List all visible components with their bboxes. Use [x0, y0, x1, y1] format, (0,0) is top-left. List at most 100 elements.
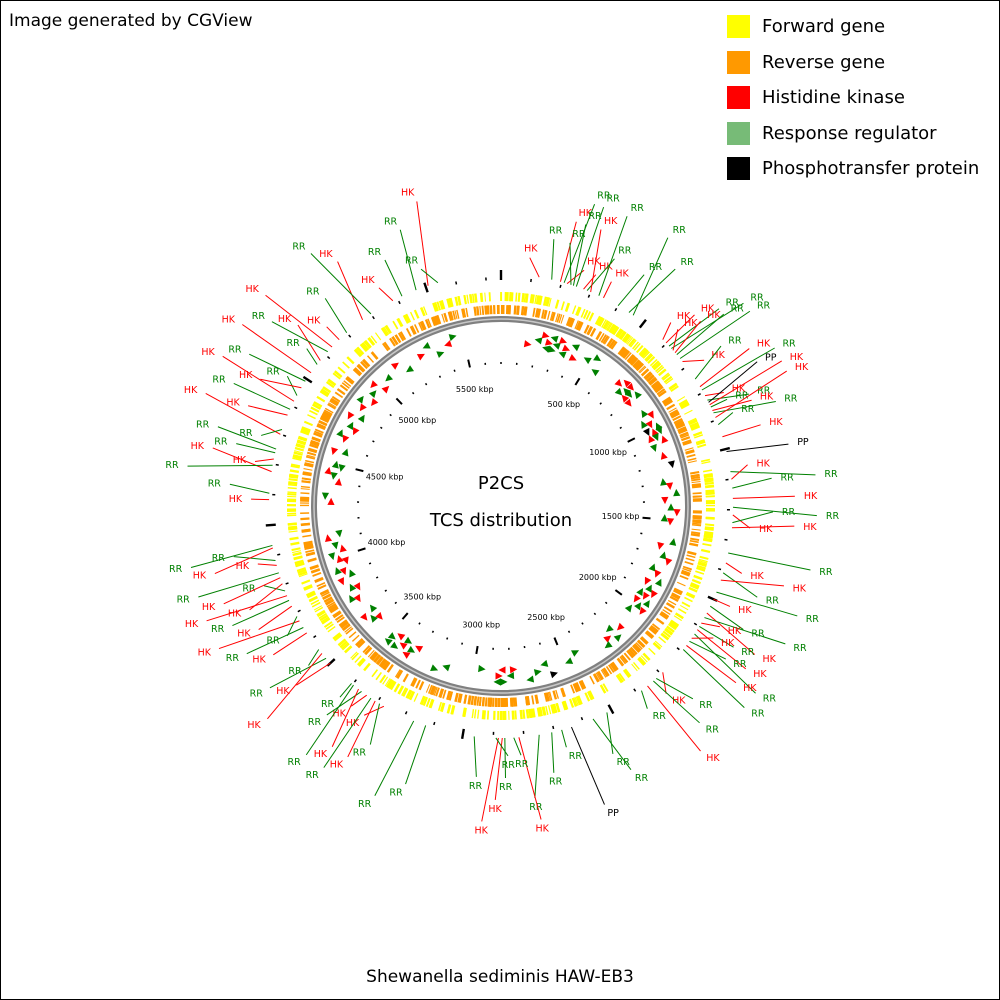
gene-mark: [360, 344, 368, 352]
gene-mark: [298, 570, 308, 576]
tcs-arrow-mark: [339, 566, 347, 576]
outer-tick: [697, 393, 701, 396]
gene-mark: [341, 623, 350, 630]
gene-mark: [363, 340, 371, 349]
gene-mark: [554, 299, 560, 309]
gene-mark: [639, 366, 647, 374]
gene-mark: [629, 356, 637, 365]
gene-mark: [682, 439, 692, 444]
gene-mark: [311, 437, 321, 443]
gene-mark: [690, 532, 701, 537]
leader-line: [263, 585, 286, 592]
tcs-feature-label: HK: [245, 284, 259, 295]
gene-mark: [612, 326, 620, 336]
tcs-feature-label: HK: [750, 571, 764, 582]
gene-mark: [667, 624, 676, 631]
tcs-arrow-mark: [654, 569, 662, 578]
gene-mark: [333, 370, 343, 378]
tcs-arrow-mark: [442, 664, 451, 672]
gene-mark: [690, 425, 701, 431]
gene-mark: [474, 293, 477, 303]
gene-mark: [294, 450, 304, 454]
leader-line: [606, 712, 614, 754]
gene-mark: [658, 390, 667, 398]
minor-tick: [365, 454, 369, 457]
outer-tick: [275, 463, 279, 466]
gene-mark: [322, 386, 332, 393]
tcs-feature-label: HK: [721, 638, 735, 649]
gene-mark: [289, 469, 300, 474]
tcs-arrow-mark: [603, 635, 612, 643]
gene-mark: [437, 701, 443, 711]
gene-mark: [319, 391, 329, 398]
tcs-feature-label: HK: [226, 397, 240, 408]
gene-mark: [664, 606, 673, 612]
major-tick: [401, 612, 409, 620]
gene-mark: [354, 348, 362, 357]
gene-mark: [513, 305, 517, 315]
gene-mark: [523, 709, 526, 719]
gene-mark: [290, 464, 300, 469]
minor-tick: [560, 375, 564, 378]
legend-item-reverse-gene: Reverse gene: [727, 45, 979, 81]
gene-mark: [293, 451, 303, 456]
gene-mark: [415, 679, 421, 689]
tcs-arrow-mark: [337, 555, 344, 564]
tcs-feature-label: HK: [237, 629, 251, 640]
gene-mark: [477, 709, 480, 719]
gene-mark: [611, 325, 618, 335]
gene-mark: [323, 409, 333, 416]
minor-tick: [411, 391, 415, 395]
gene-mark: [317, 423, 326, 429]
gene-mark: [341, 642, 349, 650]
leader-line: [217, 426, 277, 450]
gene-mark: [618, 330, 626, 340]
tcs-arrow-mark: [337, 577, 344, 586]
leader-line: [473, 736, 477, 777]
gene-mark: [702, 543, 712, 547]
minor-tick: [372, 440, 375, 443]
leader-line: [699, 625, 734, 648]
gene-mark: [704, 478, 714, 482]
gene-mark: [543, 692, 549, 702]
gene-mark: [668, 407, 677, 413]
gene-mark: [419, 306, 426, 317]
gene-mark: [661, 372, 670, 380]
gene-mark: [303, 541, 313, 545]
gene-mark: [626, 337, 634, 345]
legend-label: Histidine kinase: [762, 87, 905, 109]
leader-line: [725, 562, 743, 574]
gene-mark: [389, 680, 396, 690]
tcs-feature-label: HK: [684, 318, 698, 329]
legend-label: Response regulator: [762, 122, 937, 144]
gene-mark: [330, 397, 340, 405]
tcs-arrow-mark: [330, 471, 338, 480]
outer-tick: [614, 307, 618, 312]
gene-mark: [288, 481, 298, 485]
gene-mark: [682, 567, 692, 573]
tcs-arrow-mark: [633, 594, 641, 603]
gene-mark: [382, 660, 390, 670]
gene-mark: [547, 705, 552, 715]
gene-mark: [413, 693, 419, 702]
gene-mark: [665, 378, 674, 385]
tcs-arrow-mark: [407, 645, 416, 653]
gene-mark: [569, 698, 574, 708]
leader-line: [232, 599, 290, 627]
tcs-arrow-mark: [547, 345, 556, 353]
gene-mark: [337, 366, 346, 374]
leader-line: [732, 514, 751, 529]
tcs-arrow-mark: [331, 460, 339, 469]
gene-mark: [646, 375, 655, 383]
gene-mark: [629, 646, 638, 656]
gene-mark: [705, 484, 715, 489]
gene-mark: [598, 332, 605, 342]
gene-mark: [608, 323, 615, 333]
gene-mark: [482, 697, 485, 707]
leader-line: [374, 720, 415, 796]
gene-mark: [701, 461, 711, 465]
leader-line: [518, 737, 542, 820]
leader-line: [222, 355, 295, 402]
gene-mark: [433, 686, 438, 696]
tcs-arrow-mark: [526, 675, 535, 683]
